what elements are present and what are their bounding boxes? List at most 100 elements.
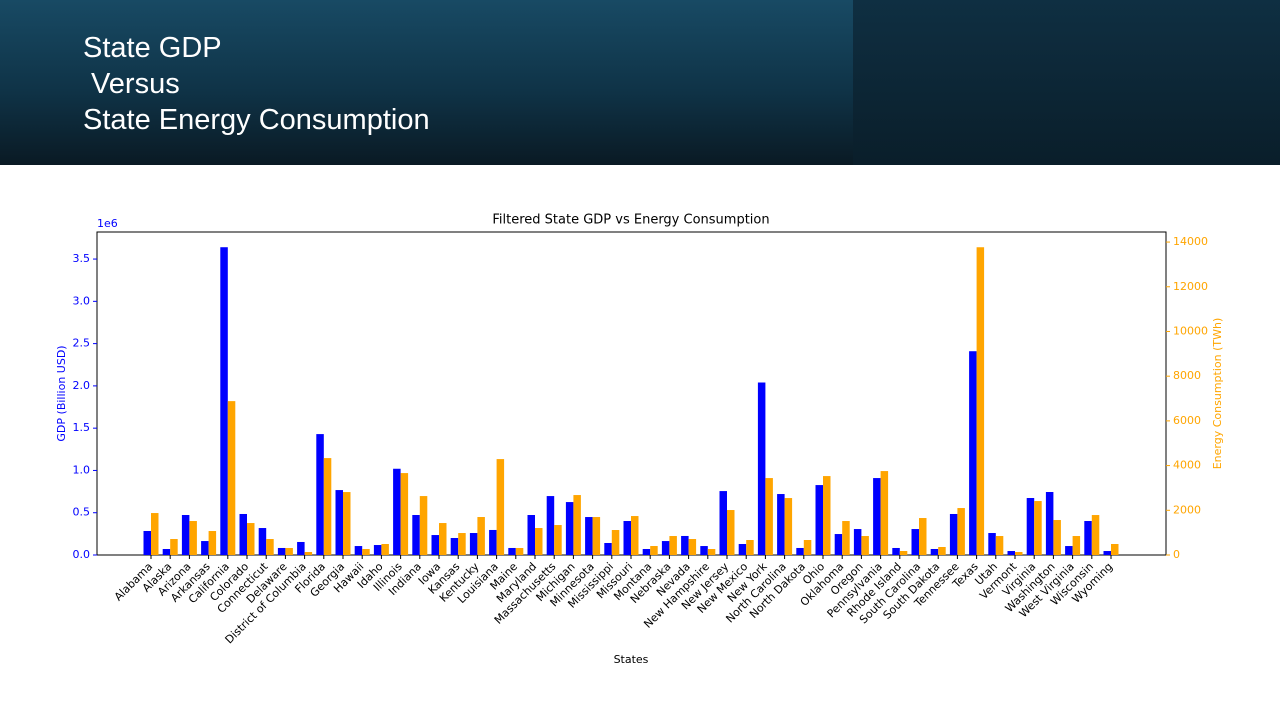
- bar: [381, 544, 389, 555]
- bar: [853, 529, 862, 555]
- bar: [604, 542, 612, 555]
- bar: [688, 539, 697, 555]
- bar: [1007, 551, 1015, 555]
- bar: [988, 533, 996, 555]
- bar: [899, 550, 908, 555]
- bar: [803, 540, 812, 555]
- bar: [1034, 501, 1042, 555]
- y-tick-label: 2.5: [73, 337, 91, 350]
- bar: [834, 534, 843, 555]
- bar: [765, 478, 773, 555]
- bar: [719, 491, 727, 555]
- y-offset-label: 1e6: [97, 217, 118, 230]
- bar: [565, 502, 574, 555]
- bar: [220, 247, 228, 555]
- bar: [323, 458, 332, 555]
- y-tick-label: 2.0: [73, 379, 91, 392]
- bar: [316, 434, 324, 555]
- bar: [585, 517, 593, 555]
- bar: [746, 540, 754, 555]
- bar: [489, 529, 497, 555]
- y2-tick-label: 10000: [1173, 324, 1208, 337]
- y2-axis-title: Energy Consumption (TWh): [1211, 318, 1224, 470]
- bar: [995, 536, 1004, 555]
- bar: [535, 528, 543, 555]
- bar: [266, 539, 274, 555]
- bar: [162, 548, 171, 555]
- bar: [469, 533, 478, 555]
- bar: [419, 496, 428, 555]
- bar: [170, 539, 178, 555]
- bar: [1084, 521, 1092, 555]
- bar: [611, 530, 620, 555]
- y-tick-label: 3.5: [73, 252, 91, 265]
- y-tick-label: 3.0: [73, 294, 91, 307]
- bar: [796, 547, 804, 555]
- y2-tick-label: 14000: [1173, 235, 1208, 248]
- y2-tick-label: 8000: [1173, 369, 1201, 382]
- bar: [393, 468, 401, 555]
- plot-frame: [96, 231, 1167, 556]
- bar: [911, 529, 919, 555]
- bar: [247, 523, 255, 555]
- y-tick-label: 0.5: [73, 506, 91, 519]
- bar: [151, 513, 159, 555]
- bar: [515, 548, 524, 555]
- y-axis-title: GDP (Billion USD): [55, 345, 68, 441]
- bar: [707, 549, 716, 555]
- title-line: State Energy Consumption: [83, 104, 430, 136]
- bar: [681, 535, 689, 555]
- bar: [304, 552, 313, 555]
- bar: [1091, 515, 1100, 555]
- bar: [738, 544, 747, 555]
- y2-tick-label: 0: [1173, 548, 1180, 561]
- bar: [412, 515, 420, 555]
- chart-title: Filtered State GDP vs Energy Consumption: [492, 213, 769, 228]
- bar: [919, 518, 927, 555]
- bar: [949, 513, 958, 555]
- bar: [496, 459, 505, 555]
- bar: [343, 492, 351, 555]
- header-panel: [853, 0, 1280, 165]
- bar: [661, 541, 670, 555]
- bar: [508, 547, 516, 555]
- bar: [842, 521, 850, 555]
- bar: [400, 473, 409, 555]
- bar: [669, 536, 677, 555]
- bar: [727, 510, 735, 555]
- bar: [285, 548, 293, 555]
- bar: [1103, 551, 1111, 555]
- x-axis-title: States: [614, 653, 649, 666]
- bar: [362, 549, 370, 555]
- y2-tick-label: 12000: [1173, 280, 1208, 293]
- bar: [354, 546, 363, 555]
- bar: [815, 485, 823, 555]
- bar: [823, 476, 831, 555]
- bar: [450, 538, 459, 555]
- y-tick-label: 1.5: [73, 421, 91, 434]
- title-line: Versus: [83, 68, 180, 100]
- bar: [650, 546, 658, 555]
- bar: [1015, 552, 1023, 555]
- bar: [957, 508, 965, 555]
- bar: [297, 541, 305, 555]
- bar: [938, 546, 946, 555]
- bar: [439, 523, 447, 555]
- bar: [1072, 536, 1081, 555]
- y2-tick-label: 2000: [1173, 503, 1201, 516]
- bar: [976, 247, 985, 556]
- bar: [1065, 546, 1073, 555]
- y-tick-label: 0.0: [73, 548, 91, 561]
- y2-tick-label: 4000: [1173, 459, 1201, 472]
- bar: [239, 513, 247, 555]
- chart: Filtered State GDP vs Energy Consumption…: [55, 213, 1224, 667]
- y-tick-label: 1.0: [73, 463, 91, 476]
- bar: [458, 533, 466, 555]
- bar: [757, 382, 766, 555]
- bar: [873, 478, 881, 555]
- bar: [208, 531, 217, 555]
- bar: [258, 528, 267, 555]
- bar: [546, 496, 555, 555]
- bar: [642, 548, 651, 555]
- slide-title: State GDP Versus State Energy Consumptio…: [83, 30, 430, 138]
